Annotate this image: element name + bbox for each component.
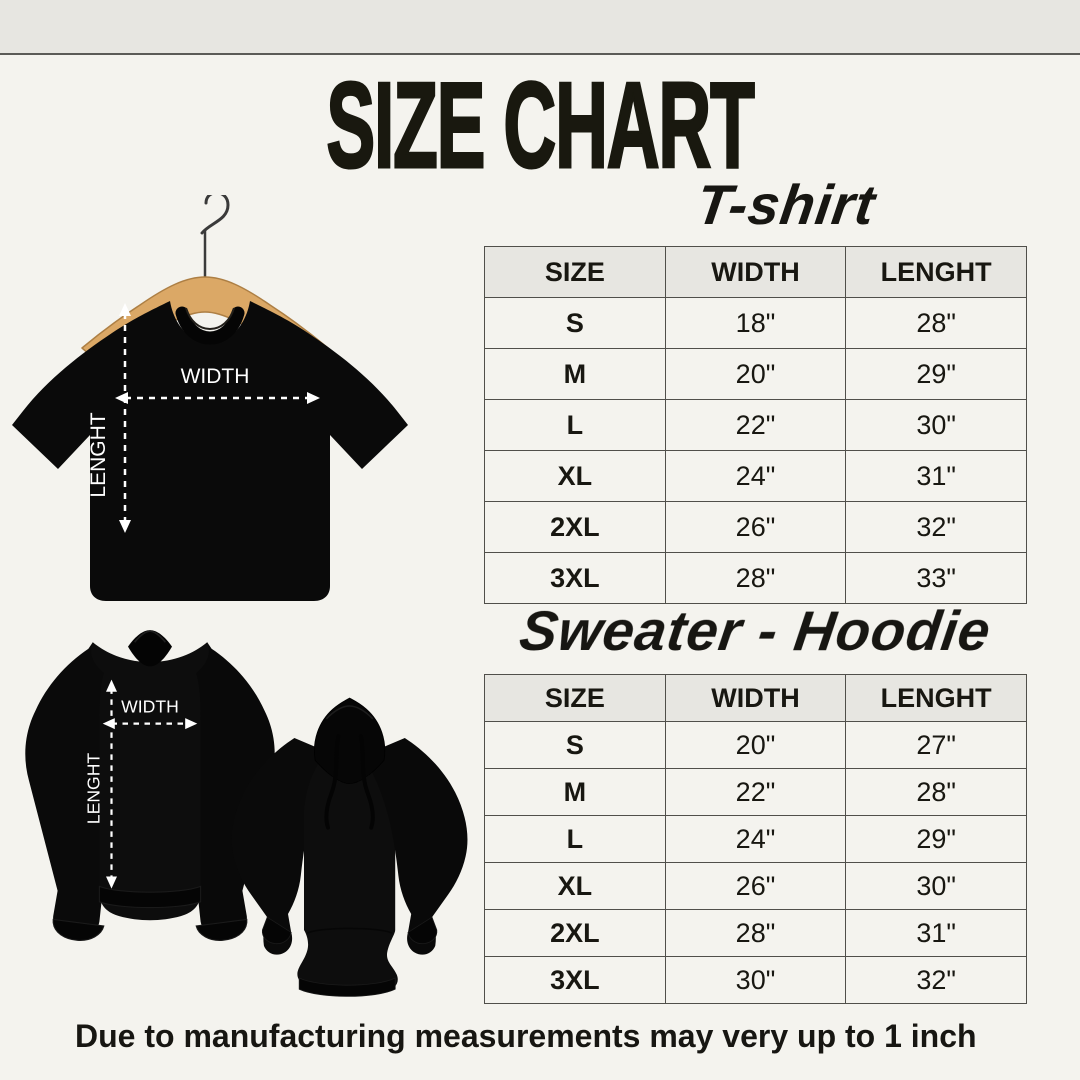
- svg-text:LENGHT: LENGHT: [87, 412, 110, 497]
- svg-text:WIDTH: WIDTH: [181, 365, 250, 388]
- svg-text:WIDTH: WIDTH: [121, 697, 179, 717]
- svg-text:LENGHT: LENGHT: [83, 753, 103, 825]
